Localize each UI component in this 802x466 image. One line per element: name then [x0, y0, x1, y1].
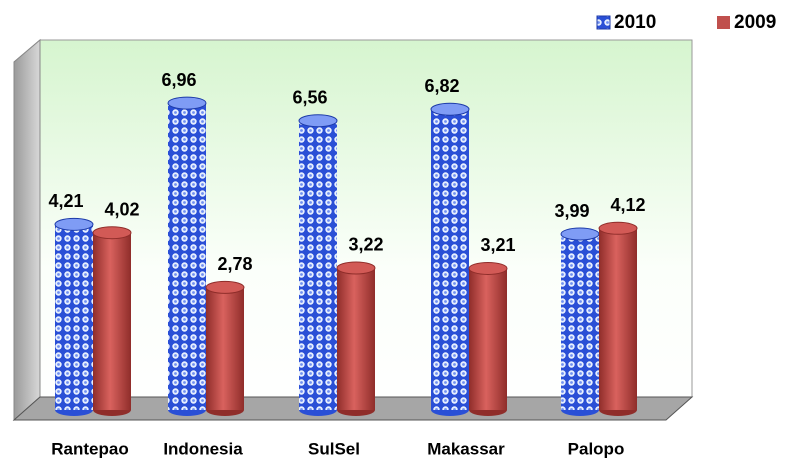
legend-label: 2010 — [614, 12, 656, 33]
x-tick-label: Palopo — [568, 439, 625, 458]
bar — [93, 232, 131, 410]
bar-cap — [560, 227, 600, 241]
bar-cap — [336, 261, 376, 275]
bar-cap — [205, 280, 245, 294]
bar — [431, 109, 469, 410]
legend-swatch — [596, 15, 611, 30]
value-label: 4,02 — [104, 199, 139, 219]
bar-cap — [92, 226, 132, 240]
bar — [55, 224, 93, 410]
legend-label: 2009 — [734, 12, 776, 33]
bar-cap — [54, 217, 94, 231]
bar-cap — [430, 102, 470, 116]
bar-cap — [598, 221, 638, 235]
value-label: 6,96 — [161, 70, 196, 90]
legend: 2010 2009 — [596, 12, 776, 33]
value-label: 2,78 — [217, 254, 252, 274]
value-label: 6,82 — [424, 76, 459, 96]
bar — [469, 268, 507, 410]
x-tick-label: Rantepao — [51, 439, 128, 458]
bar-cap — [468, 261, 508, 275]
bar — [561, 234, 599, 410]
x-tick-label: Indonesia — [163, 439, 243, 458]
bar — [206, 287, 244, 410]
x-tick-label: Makassar — [427, 439, 505, 458]
x-tick-label: SulSel — [308, 439, 360, 458]
value-label: 4,12 — [610, 195, 645, 215]
value-label: 4,21 — [48, 191, 83, 211]
bar — [599, 228, 637, 410]
value-label: 6,56 — [292, 87, 327, 107]
legend-swatch — [717, 16, 730, 29]
bar — [337, 267, 375, 410]
value-label: 3,99 — [554, 201, 589, 221]
bar — [168, 103, 206, 411]
value-label: 3,22 — [348, 235, 383, 255]
bar — [299, 120, 337, 410]
bar-cap — [298, 114, 338, 128]
bar-cap — [167, 96, 207, 110]
value-label: 3,21 — [480, 235, 515, 255]
